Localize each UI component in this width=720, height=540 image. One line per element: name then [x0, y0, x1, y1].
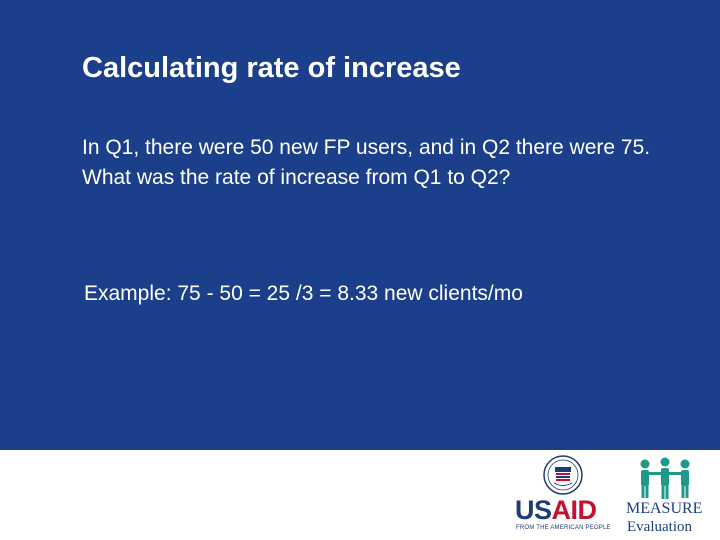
slide-background — [0, 0, 720, 450]
measure-people-icon — [640, 457, 690, 499]
question-text: In Q1, there were 50 new FP users, and i… — [82, 136, 651, 189]
slide-title: Calculating rate of increase — [82, 52, 461, 84]
usaid-wordmark-aid: AID — [551, 495, 598, 525]
usaid-wordmark: USAID — [515, 496, 597, 524]
example-text: Example: 75 - 50 = 25 /3 = 8.33 new clie… — [84, 282, 523, 305]
usaid-tagline: FROM THE AMERICAN PEOPLE — [516, 525, 611, 531]
measure-logo-name: MEASURE — [626, 500, 703, 517]
usaid-seal-icon — [543, 455, 583, 495]
footer-bar — [0, 450, 720, 540]
measure-logo-sub: Evaluation — [627, 519, 692, 535]
usaid-wordmark-us: US — [515, 495, 552, 525]
